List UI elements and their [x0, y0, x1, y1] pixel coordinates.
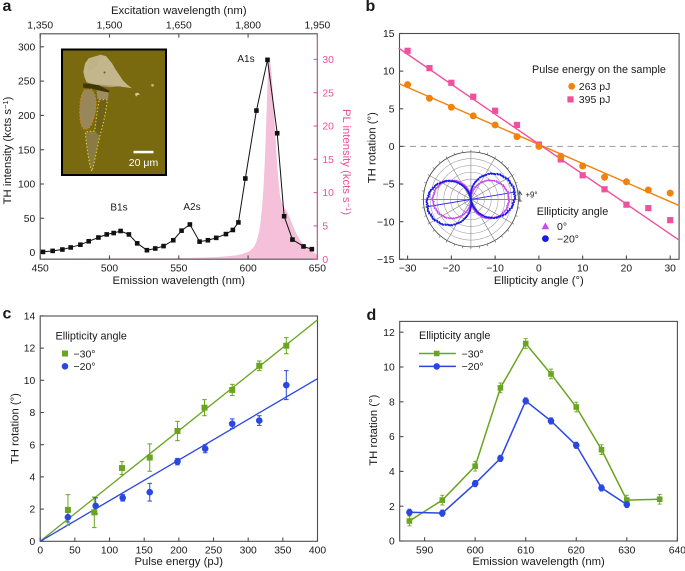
svg-text:Emission wavelength (nm): Emission wavelength (nm)	[472, 556, 605, 568]
svg-text:Ellipticity angle: Ellipticity angle	[56, 330, 127, 342]
svg-text:Ellipticity angle: Ellipticity angle	[537, 206, 608, 218]
svg-text:−20°: −20°	[74, 361, 96, 373]
svg-text:50: 50	[69, 546, 81, 557]
svg-text:−20°: −20°	[462, 361, 484, 373]
svg-text:100: 100	[18, 180, 35, 191]
svg-text:150: 150	[136, 546, 153, 557]
svg-text:2: 2	[389, 502, 395, 513]
svg-text:450: 450	[32, 264, 49, 275]
svg-text:0°: 0°	[557, 221, 567, 233]
svg-text:600: 600	[467, 545, 484, 556]
svg-text:650: 650	[309, 264, 326, 275]
svg-text:Ellipticity angle: Ellipticity angle	[419, 330, 490, 342]
svg-text:0: 0	[37, 546, 43, 557]
svg-text:−20°: −20°	[557, 233, 579, 245]
svg-text:b: b	[366, 0, 376, 15]
svg-text:630: 630	[618, 545, 635, 556]
svg-text:20: 20	[322, 122, 334, 133]
svg-text:600: 600	[240, 264, 257, 275]
svg-text:200: 200	[170, 546, 187, 557]
svg-text:B1s: B1s	[110, 203, 127, 214]
svg-text:Pulse energy (pJ): Pulse energy (pJ)	[135, 556, 224, 568]
svg-text:263 pJ: 263 pJ	[579, 81, 611, 93]
svg-text:550: 550	[170, 264, 187, 275]
svg-text:PL intensity (kcts s−1): PL intensity (kcts s−1)	[340, 109, 353, 215]
svg-text:6: 6	[389, 432, 395, 443]
svg-text:1,650: 1,650	[166, 21, 192, 32]
svg-text:0: 0	[29, 537, 35, 548]
svg-text:50: 50	[24, 214, 36, 225]
svg-text:−10: −10	[486, 264, 504, 275]
svg-text:8: 8	[389, 397, 395, 408]
svg-text:150: 150	[18, 145, 35, 156]
svg-text:300: 300	[18, 42, 35, 53]
svg-text:620: 620	[568, 545, 585, 556]
svg-text:10: 10	[383, 67, 395, 78]
svg-text:20: 20	[621, 264, 633, 275]
svg-text:+9°: +9°	[526, 190, 538, 199]
svg-text:Emission wavelength (nm): Emission wavelength (nm)	[113, 275, 246, 287]
svg-text:610: 610	[517, 545, 534, 556]
svg-text:TH rotation (°): TH rotation (°)	[368, 394, 380, 465]
svg-text:640: 640	[669, 545, 685, 556]
svg-text:14: 14	[24, 312, 36, 323]
svg-text:350: 350	[274, 546, 291, 557]
svg-text:8: 8	[29, 408, 35, 419]
svg-text:0: 0	[389, 537, 395, 548]
svg-text:−20: −20	[443, 264, 461, 275]
svg-text:300: 300	[240, 546, 257, 557]
svg-text:Pulse energy on the sample: Pulse energy on the sample	[532, 64, 666, 76]
svg-text:1,500: 1,500	[97, 21, 123, 32]
svg-text:590: 590	[416, 545, 433, 556]
svg-text:15: 15	[322, 155, 334, 166]
svg-text:A1s: A1s	[237, 54, 254, 65]
svg-text:100: 100	[101, 546, 118, 557]
svg-text:10: 10	[383, 363, 395, 374]
svg-text:2: 2	[29, 505, 35, 516]
svg-text:20 μm: 20 μm	[129, 157, 159, 169]
svg-text:30: 30	[322, 55, 334, 66]
svg-text:12: 12	[24, 344, 36, 355]
svg-text:400: 400	[309, 546, 326, 557]
svg-text:1,800: 1,800	[235, 21, 261, 32]
svg-text:TH rotation (°): TH rotation (°)	[10, 393, 22, 464]
svg-text:c: c	[3, 305, 12, 322]
svg-text:15: 15	[383, 29, 395, 40]
svg-text:200: 200	[18, 111, 35, 122]
svg-text:−30°: −30°	[74, 348, 96, 360]
svg-text:−30: −30	[399, 264, 417, 275]
svg-text:5: 5	[322, 222, 328, 233]
svg-text:250: 250	[18, 77, 35, 88]
svg-text:−30°: −30°	[462, 348, 484, 360]
svg-text:1,350: 1,350	[27, 21, 53, 32]
svg-text:−15: −15	[377, 255, 395, 266]
svg-text:1,950: 1,950	[305, 21, 331, 32]
svg-text:0: 0	[29, 248, 35, 259]
svg-text:0: 0	[536, 264, 542, 275]
svg-text:Excitation wavelength (nm): Excitation wavelength (nm)	[111, 5, 247, 17]
svg-text:4: 4	[389, 467, 395, 478]
svg-text:TH intensity (kcts s−1): TH intensity (kcts s−1)	[1, 96, 14, 204]
svg-text:6: 6	[29, 440, 35, 451]
svg-text:4: 4	[29, 473, 35, 484]
svg-text:d: d	[367, 307, 377, 324]
svg-text:Ellipticity angle (°): Ellipticity angle (°)	[494, 275, 584, 287]
svg-text:TH rotation (°): TH rotation (°)	[367, 112, 379, 183]
svg-text:0: 0	[322, 255, 328, 266]
svg-text:0: 0	[389, 142, 395, 153]
svg-text:12: 12	[383, 328, 395, 339]
svg-text:A2s: A2s	[183, 202, 200, 213]
svg-text:250: 250	[205, 546, 222, 557]
svg-text:5: 5	[389, 104, 395, 115]
svg-text:−5: −5	[383, 180, 395, 191]
svg-text:a: a	[3, 0, 12, 15]
svg-text:500: 500	[101, 264, 118, 275]
svg-text:−10: −10	[377, 217, 395, 228]
svg-text:10: 10	[322, 188, 334, 199]
svg-text:25: 25	[322, 88, 334, 99]
svg-text:10: 10	[24, 376, 36, 387]
svg-text:30: 30	[664, 264, 676, 275]
svg-text:395 pJ: 395 pJ	[579, 94, 611, 106]
svg-text:10: 10	[577, 264, 589, 275]
